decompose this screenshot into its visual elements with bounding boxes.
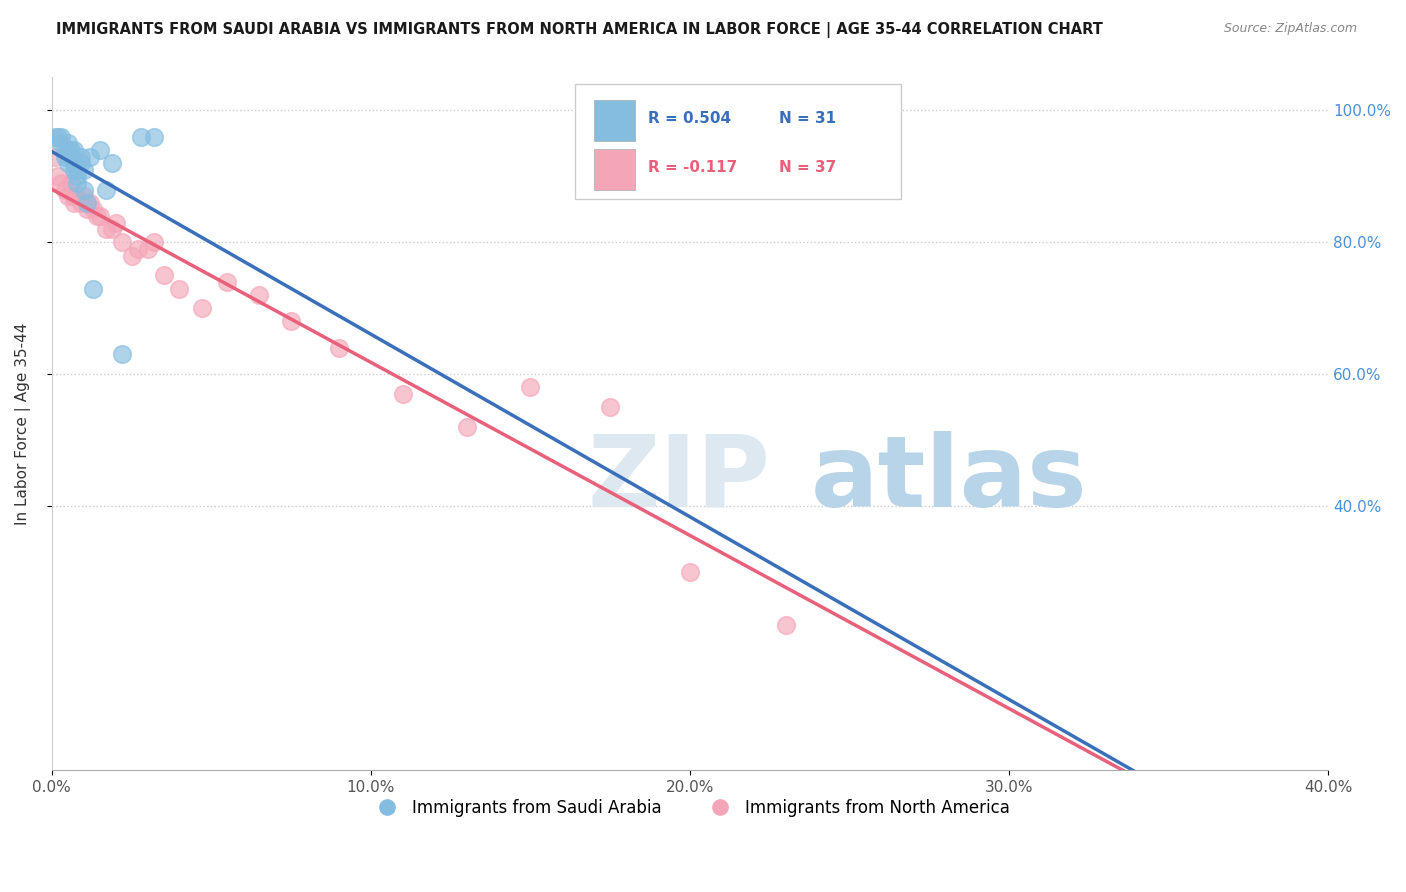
Point bbox=[679, 565, 702, 579]
Point bbox=[191, 301, 214, 316]
Point bbox=[73, 183, 96, 197]
Point bbox=[73, 162, 96, 177]
Point bbox=[51, 176, 73, 190]
Text: Source: ZipAtlas.com: Source: ZipAtlas.com bbox=[1223, 22, 1357, 36]
Point bbox=[63, 162, 86, 177]
Point bbox=[63, 189, 86, 203]
Point bbox=[63, 195, 86, 210]
Text: N = 31: N = 31 bbox=[779, 112, 837, 127]
Point bbox=[66, 176, 89, 190]
Point bbox=[142, 235, 165, 250]
Point bbox=[94, 222, 117, 236]
Point bbox=[76, 202, 98, 217]
Y-axis label: In Labor Force | Age 35-44: In Labor Force | Age 35-44 bbox=[15, 323, 31, 524]
Point bbox=[121, 248, 143, 262]
Point bbox=[66, 169, 89, 184]
Point bbox=[53, 183, 76, 197]
FancyBboxPatch shape bbox=[575, 85, 901, 199]
Point bbox=[328, 341, 350, 355]
FancyBboxPatch shape bbox=[595, 100, 636, 141]
Point bbox=[247, 288, 270, 302]
Point bbox=[69, 156, 91, 170]
Point bbox=[56, 136, 79, 151]
Point bbox=[142, 129, 165, 144]
Point bbox=[101, 156, 124, 170]
Point bbox=[59, 176, 82, 190]
Point bbox=[169, 281, 191, 295]
Point bbox=[59, 143, 82, 157]
Point bbox=[44, 129, 66, 144]
Point bbox=[53, 143, 76, 157]
Point bbox=[76, 195, 98, 210]
Point bbox=[63, 143, 86, 157]
Point bbox=[101, 222, 124, 236]
FancyBboxPatch shape bbox=[595, 149, 636, 190]
Point bbox=[46, 129, 69, 144]
Point bbox=[44, 150, 66, 164]
Text: atlas: atlas bbox=[811, 431, 1088, 528]
Point bbox=[111, 235, 134, 250]
Point bbox=[136, 242, 159, 256]
Point bbox=[79, 150, 101, 164]
Point bbox=[280, 314, 302, 328]
Point bbox=[66, 162, 89, 177]
Point bbox=[66, 189, 89, 203]
Point bbox=[69, 195, 91, 210]
Point bbox=[73, 189, 96, 203]
Point bbox=[82, 281, 104, 295]
Point bbox=[59, 150, 82, 164]
Point bbox=[51, 136, 73, 151]
Point bbox=[59, 150, 82, 164]
Point bbox=[391, 387, 413, 401]
Point bbox=[63, 156, 86, 170]
Point bbox=[519, 380, 541, 394]
Point bbox=[89, 143, 111, 157]
Point bbox=[51, 129, 73, 144]
Point bbox=[127, 242, 149, 256]
Point bbox=[56, 143, 79, 157]
Legend: Immigrants from Saudi Arabia, Immigrants from North America: Immigrants from Saudi Arabia, Immigrants… bbox=[364, 793, 1017, 824]
Text: IMMIGRANTS FROM SAUDI ARABIA VS IMMIGRANTS FROM NORTH AMERICA IN LABOR FORCE | A: IMMIGRANTS FROM SAUDI ARABIA VS IMMIGRAN… bbox=[56, 22, 1104, 38]
Point bbox=[217, 275, 239, 289]
Point bbox=[69, 150, 91, 164]
Text: R = 0.504: R = 0.504 bbox=[648, 112, 731, 127]
Point bbox=[152, 268, 174, 283]
Text: N = 37: N = 37 bbox=[779, 160, 837, 175]
Point bbox=[82, 202, 104, 217]
Point bbox=[56, 156, 79, 170]
Point bbox=[111, 347, 134, 361]
Point bbox=[79, 195, 101, 210]
Point bbox=[86, 209, 108, 223]
Point bbox=[89, 209, 111, 223]
Point bbox=[775, 618, 797, 632]
Point bbox=[56, 189, 79, 203]
Text: R = -0.117: R = -0.117 bbox=[648, 160, 737, 175]
Text: ZIP: ZIP bbox=[588, 431, 770, 528]
Point bbox=[129, 129, 152, 144]
Point bbox=[53, 150, 76, 164]
Point bbox=[599, 401, 621, 415]
Point bbox=[94, 183, 117, 197]
Point bbox=[46, 169, 69, 184]
Point bbox=[456, 420, 478, 434]
Point bbox=[104, 215, 127, 229]
